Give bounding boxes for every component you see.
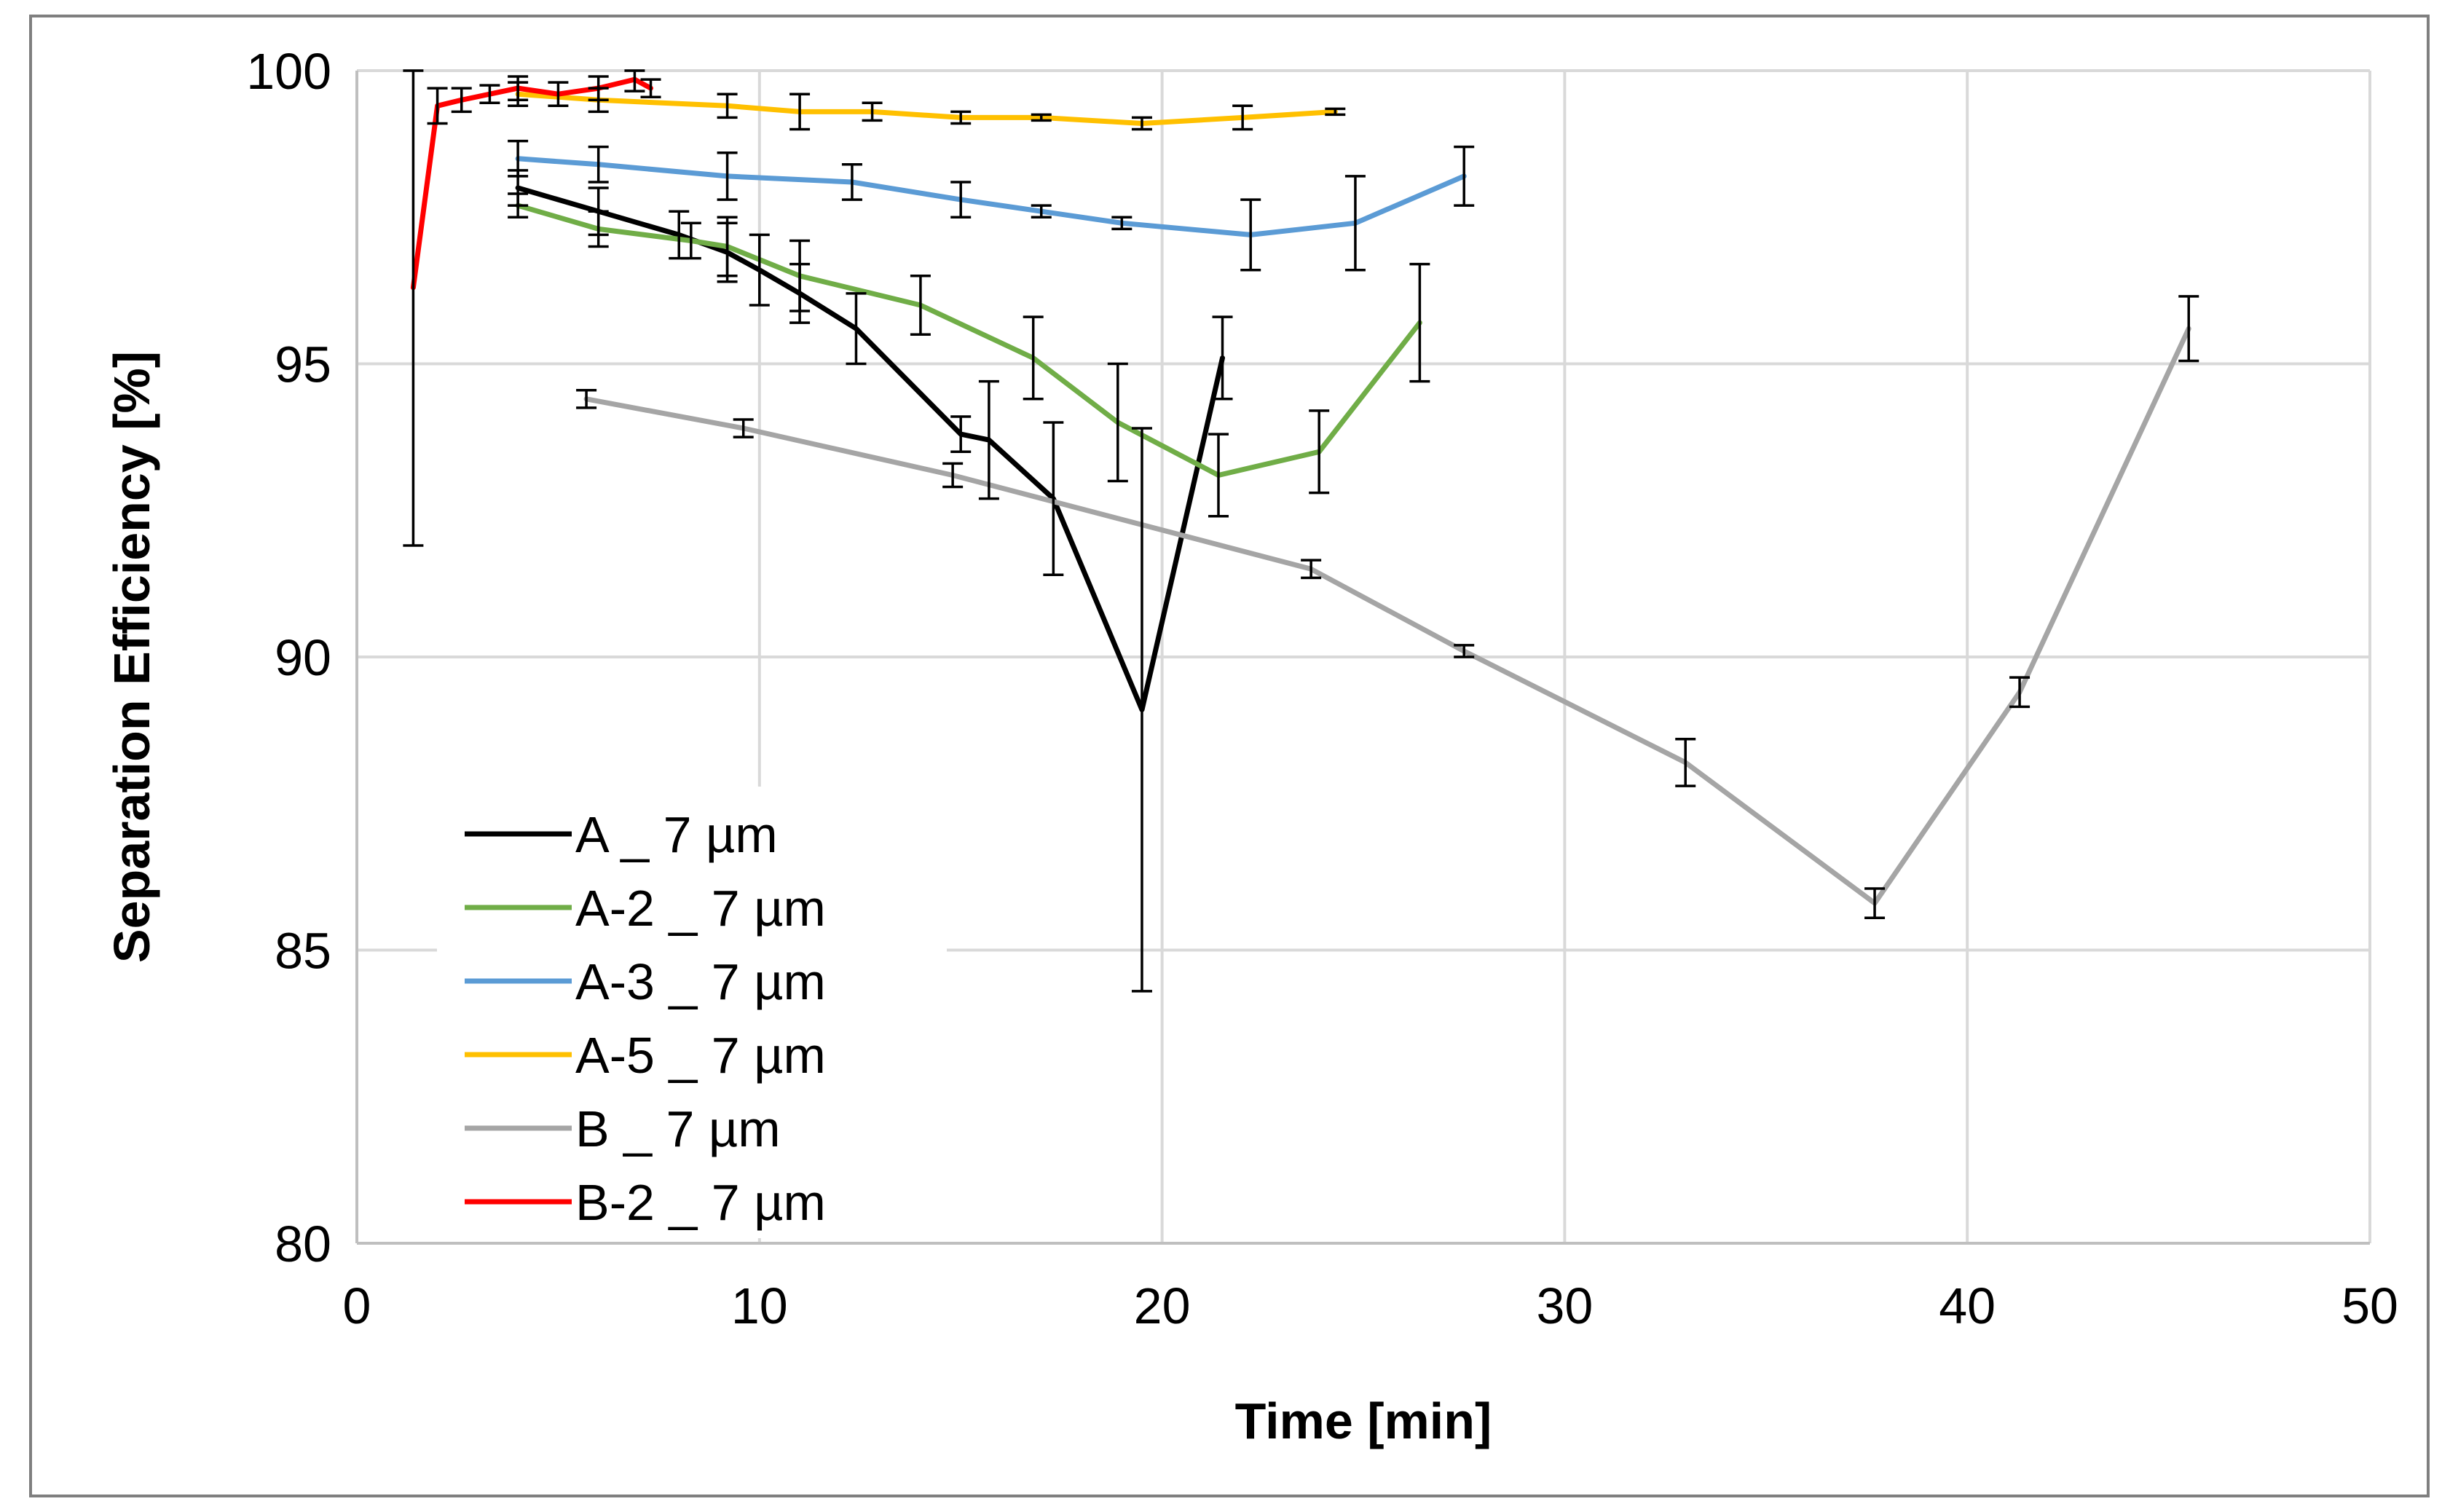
error-bar-a-3 — [1111, 216, 1133, 231]
error-bar-a-3 — [508, 139, 529, 178]
error-bar-b — [1454, 644, 1475, 658]
error-bar-a — [978, 379, 999, 500]
legend-label: A _ 7 µm — [575, 806, 778, 863]
legend-label: B-2 _ 7 µm — [575, 1174, 826, 1231]
error-bar-a-3 — [588, 145, 609, 184]
legend-item-b-2: B-2 _ 7 µm — [465, 1174, 826, 1231]
series-line-a-3 — [515, 156, 1467, 237]
error-bar-b-2 — [548, 81, 569, 108]
y-tick-label: 95 — [275, 336, 331, 393]
x-tick-label: 50 — [2341, 1277, 2398, 1334]
error-bar-b-2 — [588, 75, 609, 101]
error-bar-a-3 — [1344, 175, 1366, 272]
x-tick-label: 10 — [731, 1277, 788, 1334]
error-bar-a-3 — [1454, 145, 1475, 207]
series-line-b-2 — [410, 76, 653, 291]
error-bar-a-3 — [1031, 204, 1052, 218]
error-bar-a — [950, 415, 972, 453]
chart-frame — [29, 15, 2430, 1497]
legend-item-b: B _ 7 µm — [465, 1100, 781, 1157]
error-bar-b — [1675, 737, 1696, 787]
legend-item-a-2: A-2 _ 7 µm — [465, 880, 826, 937]
error-bar-a — [846, 292, 867, 366]
y-tick-label: 80 — [275, 1216, 331, 1272]
error-bar-a-2 — [1309, 409, 1330, 495]
error-bar-b — [733, 418, 754, 438]
error-bars — [403, 69, 2199, 993]
error-bar-a-5 — [1131, 116, 1152, 131]
legend-label: B _ 7 µm — [575, 1100, 781, 1157]
error-bar-a-2 — [508, 192, 529, 218]
legend-background — [437, 787, 947, 1238]
error-bar-b — [1301, 559, 1322, 580]
error-bar-a-3 — [1240, 198, 1261, 272]
error-bar-a-5 — [717, 92, 738, 119]
error-bar-a-2 — [1023, 315, 1044, 401]
y-axis-title: Separation Efficiency [%] — [103, 351, 160, 963]
error-bar-a — [749, 233, 770, 307]
error-bar-b — [942, 462, 964, 489]
error-bar-a-3 — [717, 151, 738, 201]
error-bar-b — [2009, 676, 2030, 709]
y-tick-label: 100 — [246, 43, 331, 100]
error-bar-a-5 — [1325, 107, 1346, 117]
error-bar-b — [576, 388, 597, 409]
error-bar-b-2 — [508, 75, 529, 101]
error-bar-a-2 — [1208, 433, 1229, 518]
error-bar-a-5 — [789, 92, 811, 131]
legend-item-a-5: A-5 _ 7 µm — [465, 1027, 826, 1084]
error-bar-a — [1212, 315, 1233, 401]
error-bar-a — [1131, 427, 1152, 993]
error-bar-a-5 — [950, 110, 972, 125]
error-bar-a-5 — [1031, 113, 1052, 122]
series-line-a-5 — [515, 91, 1338, 126]
error-bar-a-3 — [841, 163, 862, 201]
series-lines — [410, 76, 2191, 906]
error-bar-b-2 — [640, 78, 661, 98]
error-bar-a-2 — [910, 275, 931, 336]
error-bar-a-2 — [717, 216, 738, 277]
error-bar-b — [1864, 887, 1886, 919]
tick-labels: 80 85 90 95 100 0 10 20 30 40 50 — [246, 43, 2398, 1334]
x-axis-title: Time [min] — [1235, 1393, 1492, 1449]
error-bar-b-2 — [479, 84, 500, 105]
legend-label: A-3 _ 7 µm — [575, 953, 826, 1010]
x-tick-label: 20 — [1134, 1277, 1191, 1334]
x-tick-label: 30 — [1536, 1277, 1593, 1334]
error-bar-a-2 — [680, 221, 701, 260]
error-bar-a-5 — [862, 101, 883, 122]
y-tick-label: 85 — [275, 923, 331, 980]
legend-label: A-2 _ 7 µm — [575, 880, 826, 937]
x-tick-label: 0 — [343, 1277, 371, 1334]
error-bar-b — [2178, 295, 2199, 363]
error-bar-b-2 — [624, 69, 645, 92]
x-tick-label: 40 — [1939, 1277, 1996, 1334]
error-bar-a-2 — [1107, 362, 1128, 483]
series-line-a — [515, 185, 1225, 712]
error-bar-a-2 — [789, 239, 811, 312]
error-bar-a — [1043, 421, 1064, 577]
legend-item-a-3: A-3 _ 7 µm — [465, 953, 826, 1010]
legend-label: A-5 _ 7 µm — [575, 1027, 826, 1084]
error-bar-b-2 — [427, 87, 448, 125]
error-bar-a-2 — [588, 210, 609, 248]
error-bar-a-3 — [950, 181, 972, 218]
legend-item-a: A _ 7 µm — [465, 806, 778, 863]
error-bar-b-2 — [451, 87, 472, 114]
error-bar-b-2 — [403, 69, 424, 547]
y-tick-label: 90 — [275, 629, 331, 686]
error-bar-a-5 — [1232, 104, 1253, 131]
legend: A _ 7 µm A-2 _ 7 µm A-3 _ 7 µm A-5 _ 7 µm B … — [465, 806, 826, 1231]
error-bar-a-2 — [1409, 262, 1430, 383]
